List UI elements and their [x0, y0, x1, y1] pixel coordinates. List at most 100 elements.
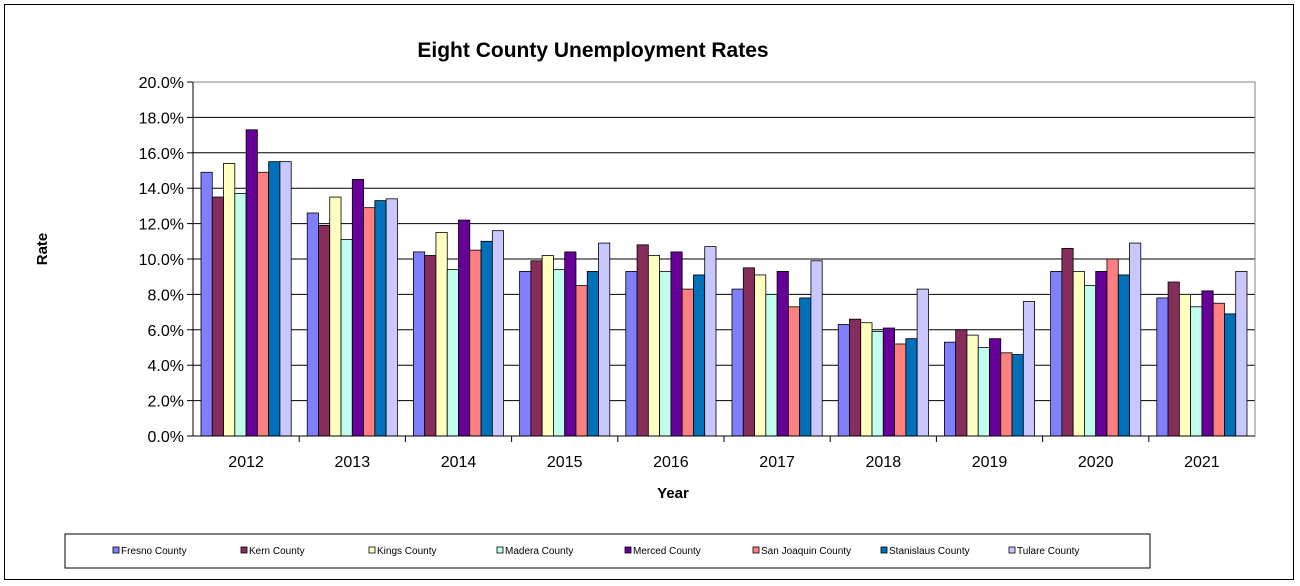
legend-label: Merced County — [633, 546, 701, 557]
bar — [598, 242, 611, 437]
bar — [1178, 293, 1192, 437]
legend-swatch — [368, 546, 376, 554]
bar — [647, 255, 661, 437]
legend-swatch — [752, 546, 760, 554]
x-tick-label: 2019 — [972, 454, 1008, 471]
legend-label: Kings County — [377, 546, 436, 557]
y-tick-label: 12.0% — [139, 217, 184, 234]
bar — [894, 343, 907, 437]
bar — [731, 288, 744, 437]
bar — [553, 269, 566, 437]
bar — [374, 200, 387, 437]
x-axis-title: Year — [657, 485, 689, 502]
y-tick-label: 0.0% — [148, 429, 184, 446]
chart-container: Eight County Unemployment Rates 0.0% 2.0%… — [4, 4, 1294, 580]
bar — [1011, 354, 1024, 437]
bar — [704, 246, 717, 437]
bar — [1061, 247, 1074, 437]
bar — [424, 255, 437, 437]
bar — [575, 285, 588, 437]
bar — [670, 251, 683, 437]
bar — [1095, 270, 1108, 437]
bar — [1022, 301, 1036, 437]
bar — [385, 198, 398, 437]
bar — [1235, 270, 1248, 437]
bar — [1212, 302, 1225, 437]
bar — [234, 193, 247, 437]
bar — [944, 341, 957, 437]
bar — [882, 327, 895, 437]
legend-label: Madera County — [505, 546, 573, 557]
bar — [636, 244, 649, 437]
bar — [810, 260, 823, 437]
y-tick-label: 10.0% — [139, 252, 184, 269]
bar — [837, 324, 850, 437]
bar — [541, 255, 554, 437]
bar — [491, 230, 505, 437]
bar — [693, 274, 706, 437]
bar — [659, 270, 672, 437]
x-tick-label: 2012 — [228, 454, 264, 471]
legend: Fresno County Kern County Kings County Made… — [64, 533, 1151, 569]
bar — [245, 129, 258, 437]
bar — [1084, 285, 1097, 437]
legend-label: Fresno County — [121, 546, 187, 557]
bar — [1190, 306, 1203, 437]
bar — [412, 251, 426, 437]
bar — [977, 347, 990, 437]
bar — [586, 270, 599, 437]
bar — [435, 232, 448, 437]
bar — [1129, 242, 1142, 437]
x-tick-label: 2015 — [547, 454, 583, 471]
bar — [318, 224, 331, 437]
bar — [279, 161, 292, 437]
legend-swatch — [496, 546, 504, 554]
bar — [200, 171, 213, 437]
bar — [799, 297, 812, 437]
bar — [849, 318, 862, 437]
bar — [1000, 352, 1013, 437]
y-tick-label: 6.0% — [148, 323, 184, 340]
bar — [776, 270, 789, 437]
legend-label: Tulare County — [1017, 546, 1079, 557]
bar — [989, 338, 1002, 437]
bar — [256, 171, 270, 437]
legend-label: San Joaquin County — [761, 546, 851, 557]
bar — [458, 219, 471, 437]
bar — [564, 251, 577, 437]
bar — [351, 178, 364, 437]
bar — [754, 274, 767, 437]
chart-title: Eight County Unemployment Rates — [417, 39, 768, 62]
y-axis-title: Rate — [34, 233, 51, 266]
x-tick-label: 2016 — [653, 454, 689, 471]
bar — [966, 334, 979, 437]
x-tick-label: 2017 — [759, 454, 795, 471]
bar — [1167, 281, 1180, 437]
legend-swatch — [1008, 546, 1016, 554]
legend-swatch — [240, 546, 248, 554]
bar — [1106, 258, 1119, 437]
y-tick-label: 2.0% — [148, 394, 184, 411]
bar — [955, 329, 968, 437]
y-tick-label: 8.0% — [148, 287, 184, 304]
y-tick-label: 18.0% — [139, 110, 184, 127]
bar — [530, 260, 543, 437]
bar — [871, 331, 884, 437]
x-tick-label: 2014 — [441, 454, 477, 471]
chart-canvas: Eight County Unemployment Rates 0.0% 2.0%… — [34, 39, 1256, 569]
legend-label: Stanislaus County — [889, 546, 970, 557]
bar — [469, 249, 482, 437]
bar — [480, 240, 493, 437]
y-tick-label: 14.0% — [139, 181, 184, 198]
bar — [860, 322, 873, 437]
bar — [519, 270, 532, 437]
legend-box — [64, 533, 1151, 569]
bar — [1201, 290, 1214, 437]
bar — [446, 269, 459, 437]
bars — [200, 129, 1248, 437]
bar — [1072, 270, 1085, 437]
bar — [1050, 270, 1063, 437]
bar — [363, 207, 376, 437]
legend-swatch — [624, 546, 632, 554]
y-tick-label: 20.0% — [139, 75, 184, 92]
